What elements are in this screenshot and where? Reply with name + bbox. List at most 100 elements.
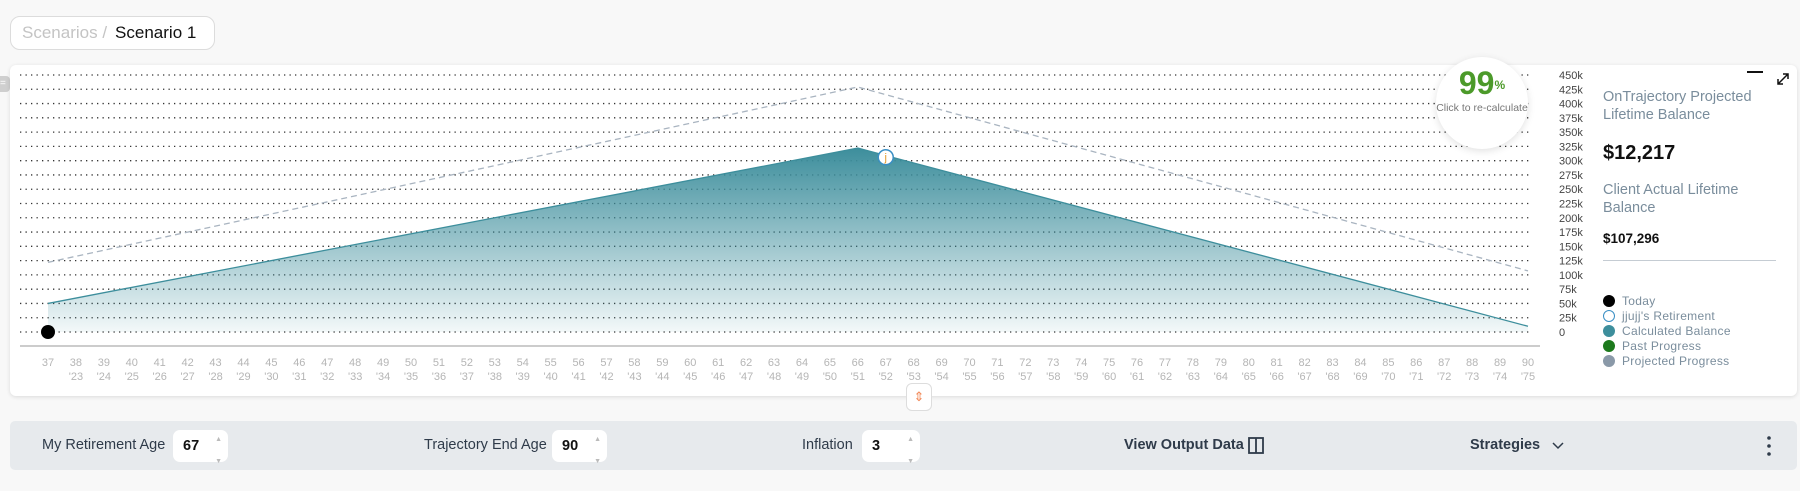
x-tick-year: '24	[97, 371, 111, 383]
legend-label: Today	[1622, 293, 1656, 308]
x-tick-year: '57	[1018, 371, 1032, 383]
x-tick-year: '48	[767, 371, 781, 383]
breadcrumb: Scenarios / Scenario 1	[10, 16, 215, 50]
x-tick-year: '49	[795, 371, 809, 383]
inflation-value: 3	[872, 438, 881, 454]
x-tick-age: 78	[1187, 357, 1199, 369]
x-tick-year: '72	[1437, 371, 1451, 383]
x-tick-age: 57	[600, 357, 612, 369]
actual-balance-label: Client Actual Lifetime Balance	[1603, 182, 1739, 216]
stepper-arrows-icon[interactable]: ▲ ▼	[907, 436, 914, 465]
gauge-caption: Click to re-calculate	[1436, 102, 1528, 114]
x-tick-age: 44	[237, 357, 249, 369]
x-tick-year: '62	[1158, 371, 1172, 383]
y-tick-label: 150k	[1559, 241, 1583, 253]
x-tick-year: '29	[236, 371, 250, 383]
x-tick-age: 58	[628, 357, 640, 369]
resize-vertical-icon[interactable]: ⇕	[906, 383, 932, 411]
today-marker	[41, 325, 55, 339]
stepper-arrows-icon[interactable]: ▲ ▼	[594, 436, 601, 465]
divider	[1603, 260, 1776, 261]
x-tick-age: 81	[1271, 357, 1283, 369]
x-tick-age: 62	[740, 357, 752, 369]
retirement-marker	[877, 148, 894, 166]
x-tick-year: '59	[1074, 371, 1088, 383]
x-tick-year: '46	[711, 371, 725, 383]
side-drawer-handle[interactable]: =	[0, 76, 10, 92]
x-tick-age: 68	[908, 357, 920, 369]
end-age-label: Trajectory End Age	[424, 437, 547, 453]
calculated-balance-line	[47, 147, 1529, 327]
y-tick-label: 300k	[1559, 156, 1583, 168]
x-tick-year: '55	[962, 371, 976, 383]
legend-label: Projected Progress	[1622, 353, 1730, 368]
y-tick-label: 275k	[1559, 170, 1583, 182]
y-tick-label: 350k	[1559, 127, 1583, 139]
end-age-value: 90	[562, 438, 579, 454]
legend-label: Calculated Balance	[1622, 323, 1731, 338]
y-tick-label: 450k	[1559, 70, 1583, 82]
x-tick-age: 41	[154, 357, 166, 369]
expand-icon[interactable]	[1776, 72, 1790, 90]
y-tick-label: 50k	[1559, 298, 1577, 310]
x-tick-year: '34	[376, 371, 390, 383]
x-tick-year: '44	[655, 371, 669, 383]
x-tick-year: '37	[460, 371, 474, 383]
x-tick-year: '42	[599, 371, 613, 383]
view-output-data-button[interactable]: View Output Data	[1124, 421, 1264, 470]
x-tick-year: '50	[823, 371, 837, 383]
x-tick-year: '67	[1297, 371, 1311, 383]
x-tick-age: 66	[852, 357, 864, 369]
kebab-icon[interactable]	[1766, 435, 1772, 457]
legend-dot-icon	[1603, 354, 1615, 367]
y-tick-label: 25k	[1559, 313, 1577, 325]
x-tick-age: 40	[126, 357, 138, 369]
x-tick-year: '41	[571, 371, 585, 383]
success-gauge-recalculate[interactable]: 99% Click to re-calculate	[1436, 57, 1528, 149]
x-tick-age: 48	[349, 357, 361, 369]
x-tick-age: 37	[42, 357, 54, 369]
y-tick-label: 100k	[1559, 270, 1583, 282]
x-tick-year: '23	[69, 371, 83, 383]
retirement-age-stepper[interactable]: 67 ▲ ▼	[173, 430, 228, 465]
inflation-stepper[interactable]: 3 ▲ ▼	[862, 430, 920, 465]
x-tick-age: 88	[1466, 357, 1478, 369]
y-tick-label: 375k	[1559, 113, 1583, 125]
x-tick-year: '61	[1130, 371, 1144, 383]
end-age-stepper[interactable]: 90 ▲ ▼	[552, 430, 607, 465]
legend-label: jjujj's Retirement	[1622, 308, 1716, 323]
chevron-down-icon	[1552, 441, 1564, 449]
x-tick-year: '35	[404, 371, 418, 383]
x-tick-year: '51	[851, 371, 865, 383]
x-tick-year: '47	[739, 371, 753, 383]
strategies-dropdown[interactable]: Strategies	[1470, 421, 1564, 470]
x-tick-year: '68	[1325, 371, 1339, 383]
y-tick-label: 200k	[1559, 213, 1583, 225]
x-tick-year: '40	[543, 371, 557, 383]
x-tick-year: '36	[432, 371, 446, 383]
x-tick-age: 46	[293, 357, 305, 369]
stepper-arrows-icon[interactable]: ▲ ▼	[215, 436, 222, 465]
breadcrumb-scenarios-link[interactable]: Scenarios /	[22, 23, 108, 42]
x-tick-age: 47	[321, 357, 333, 369]
x-tick-age: 72	[1019, 357, 1031, 369]
x-tick-age: 60	[684, 357, 696, 369]
x-tick-year: '54	[934, 371, 948, 383]
x-tick-year: '69	[1353, 371, 1367, 383]
y-tick-label: 400k	[1559, 99, 1583, 111]
minimize-icon[interactable]	[1747, 64, 1763, 81]
x-tick-age: 74	[1075, 357, 1087, 369]
legend-item: jjujj's Retirement	[1603, 308, 1783, 323]
x-tick-age: 65	[824, 357, 836, 369]
x-tick-age: 69	[935, 357, 947, 369]
projected-balance-label: OnTrajectory Projected Lifetime Balance	[1603, 89, 1752, 123]
x-tick-age: 43	[209, 357, 221, 369]
x-tick-age: 82	[1298, 357, 1310, 369]
legend-item: Today	[1603, 293, 1783, 308]
x-tick-year: '56	[990, 371, 1004, 383]
x-tick-year: '70	[1381, 371, 1395, 383]
x-tick-year: '30	[264, 371, 278, 383]
legend-item: Projected Progress	[1603, 353, 1783, 368]
x-tick-year: '60	[1102, 371, 1116, 383]
y-tick-label: 175k	[1559, 227, 1583, 239]
